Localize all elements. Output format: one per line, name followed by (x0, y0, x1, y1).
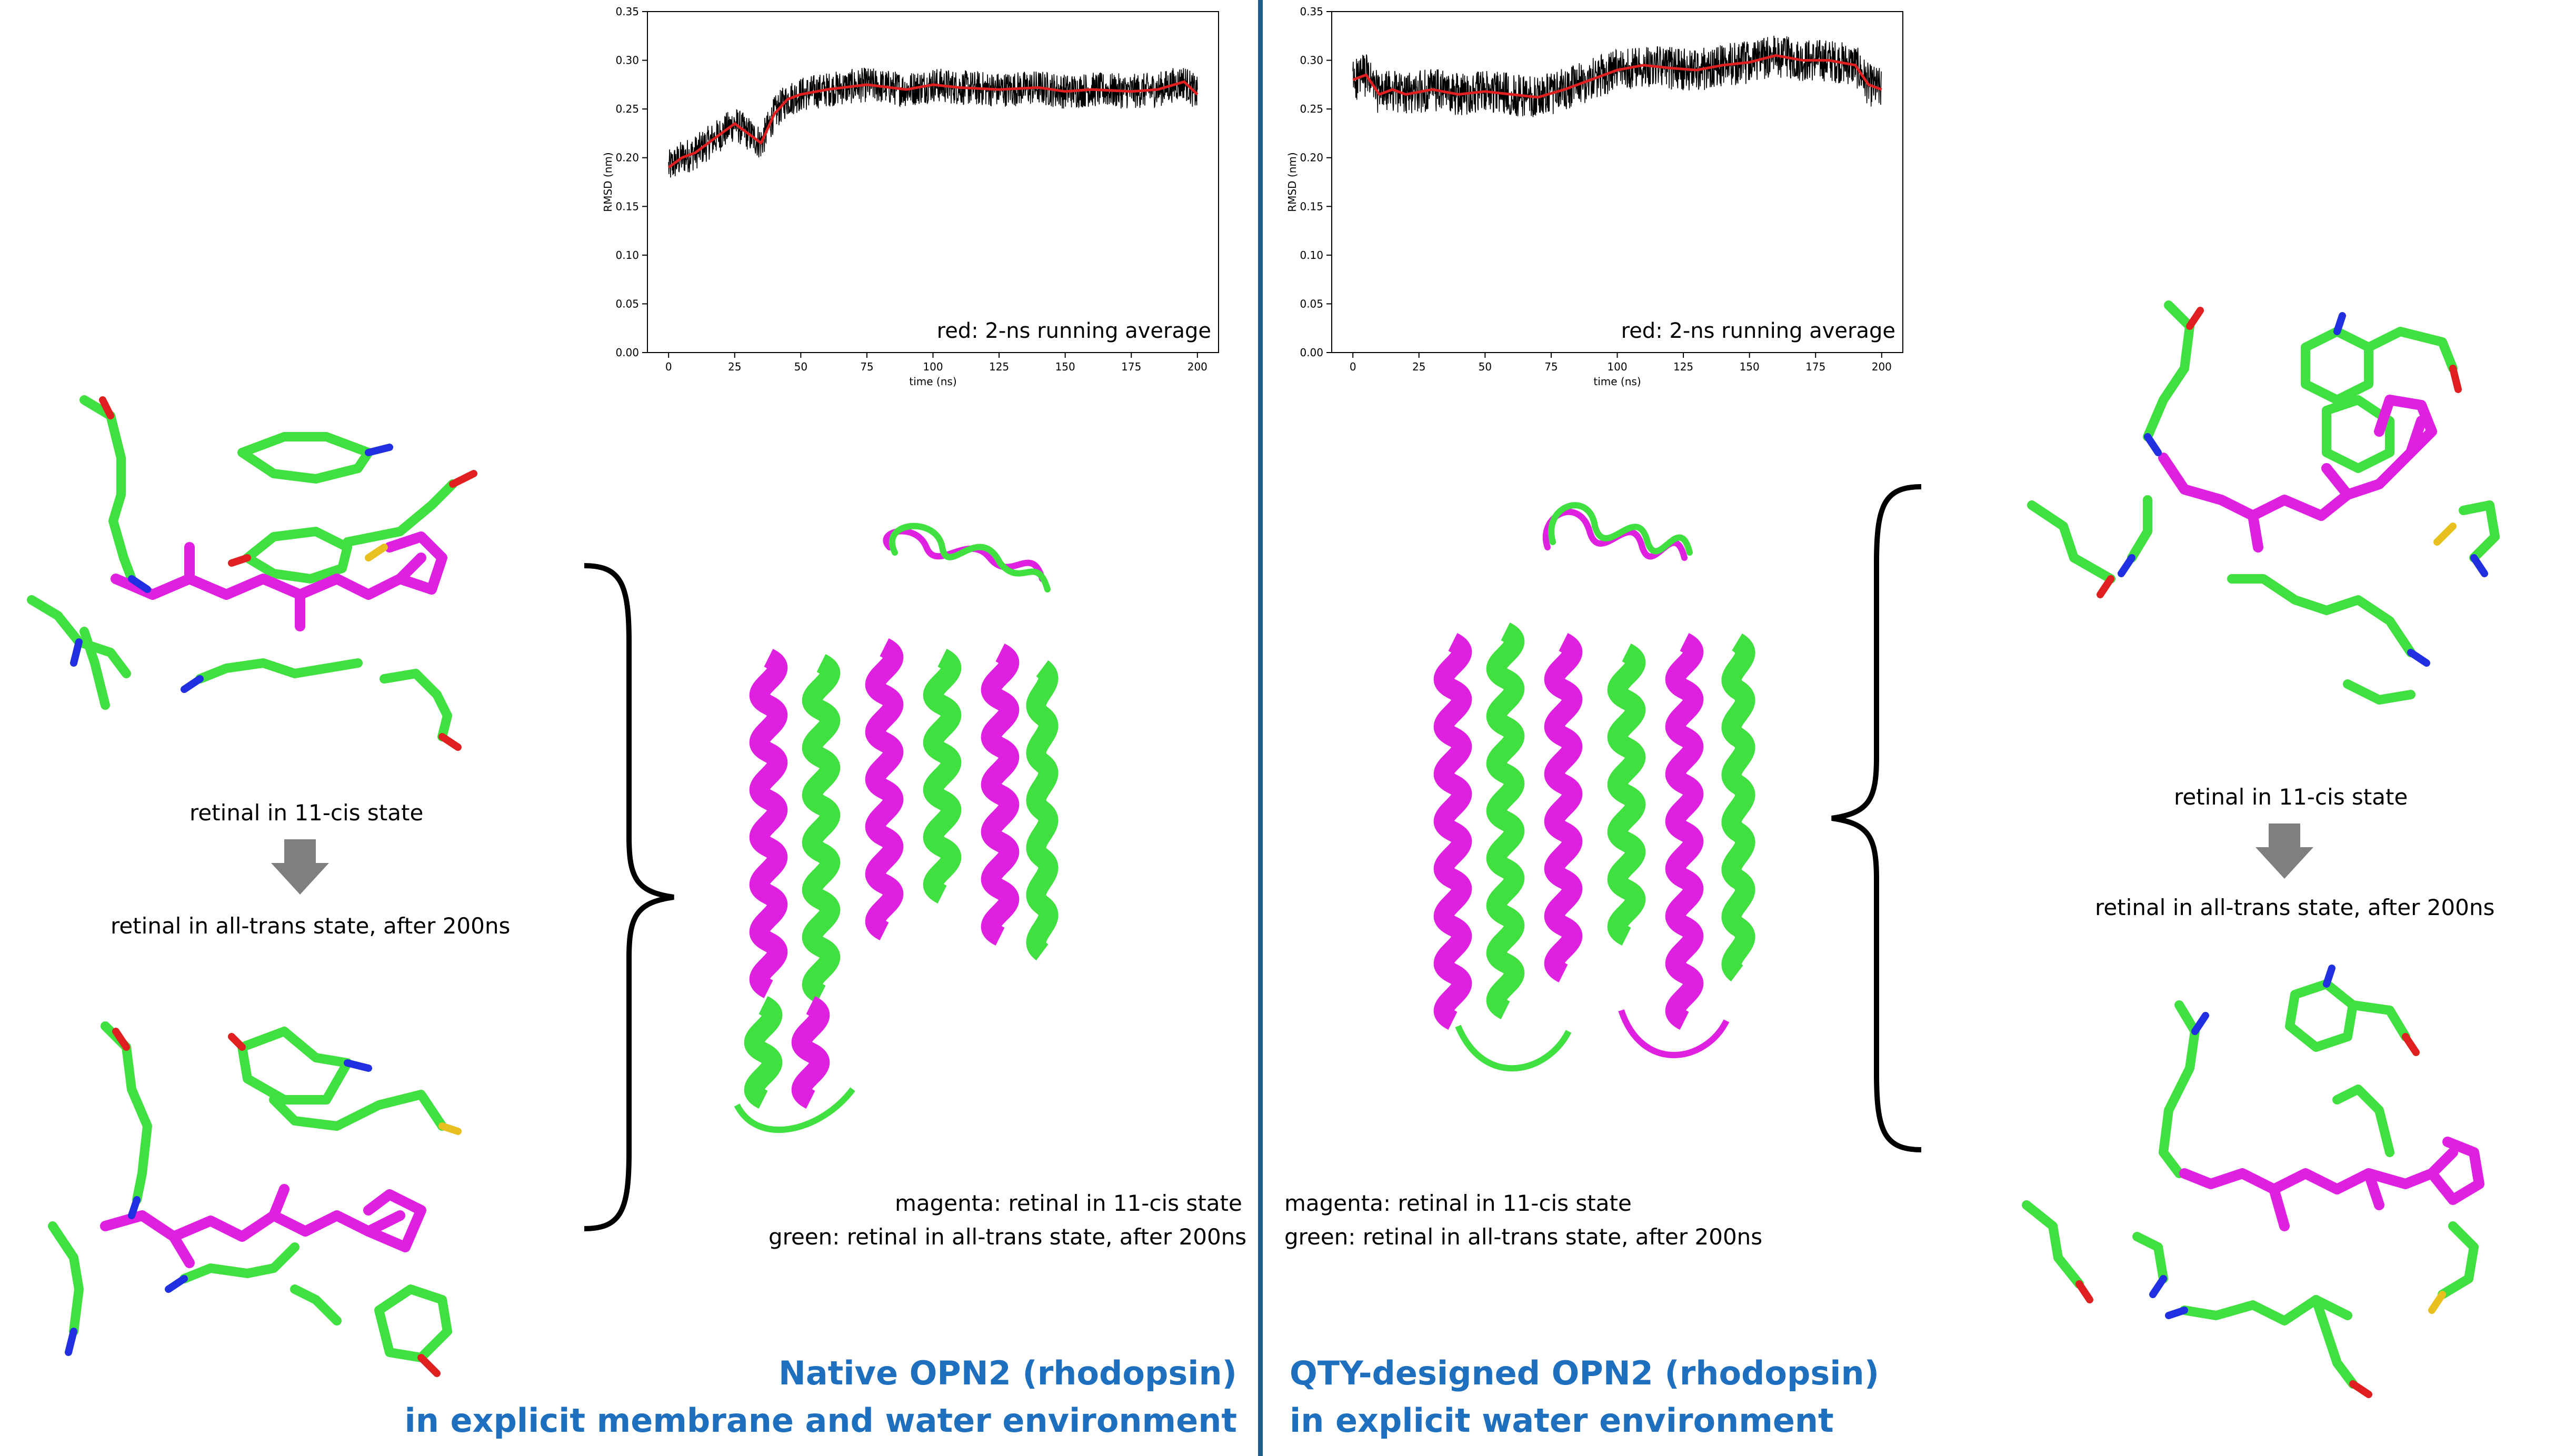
x-tick-label: 50 (1479, 360, 1492, 373)
y-tick-label: 0.30 (615, 54, 639, 67)
retinal-pocket-11cis-qty (2027, 300, 2500, 705)
y-tick-label: 0.00 (615, 346, 639, 359)
x-tick-label: 75 (860, 360, 873, 373)
x-tick-label: 150 (1740, 360, 1760, 373)
rmsd-chart-qty: 0.00 0.05 0.10 0.15 0.20 0.25 0.30 0.35 0 25 50 75 1… (1286, 5, 1903, 388)
y-tick-label: 0.30 (1300, 54, 1323, 67)
left-title-line1: Native OPN2 (rhodopsin) (778, 1354, 1237, 1392)
x-tick-label: 200 (1872, 360, 1892, 373)
panel-divider (1258, 0, 1263, 1456)
left-title-line2: in explicit membrane and water environme… (404, 1401, 1237, 1440)
right-state-before-label: retinal in 11-cis state (2174, 784, 2408, 810)
left-state-before-label: retinal in 11-cis state (189, 800, 424, 826)
y-tick-label: 0.35 (1300, 5, 1323, 18)
right-panel-title: QTY-designed OPN2 (rhodopsin) in explici… (1290, 1350, 1879, 1444)
x-tick-label: 100 (923, 360, 943, 373)
x-tick-label: 125 (1673, 360, 1693, 373)
x-tick-label: 100 (1607, 360, 1627, 373)
x-tick-label: 125 (989, 360, 1009, 373)
y-axis-label: RMSD (nm) (1286, 152, 1299, 212)
y-tick-label: 0.05 (1300, 297, 1323, 310)
y-tick-label: 0.10 (615, 249, 639, 262)
y-tick-label: 0.15 (615, 200, 639, 213)
right-legend-green: green: retinal in all-trans state, after… (1284, 1224, 1763, 1250)
left-legend-green: green: retinal in all-trans state, after… (768, 1224, 1247, 1250)
retinal-pocket-alltrans-native (48, 1021, 462, 1377)
y-tick-label: 0.10 (1300, 249, 1323, 262)
left-curly-brace (584, 563, 674, 1231)
y-tick-label: 0.20 (1300, 152, 1323, 164)
running-average-annotation: red: 2-ns running average (937, 319, 1211, 343)
running-average-annotation: red: 2-ns running average (1621, 319, 1895, 343)
x-tick-label: 175 (1121, 360, 1141, 373)
right-state-after-label: retinal in all-trans state, after 200ns (2095, 895, 2495, 920)
y-tick-label: 0.25 (1300, 103, 1323, 115)
left-state-after-label: retinal in all-trans state, after 200ns (111, 913, 511, 939)
right-legend-magenta: magenta: retinal in 11-cis state (1284, 1190, 1632, 1216)
plot-area (647, 11, 1219, 353)
x-tick-label: 150 (1055, 360, 1075, 373)
x-tick-label: 50 (794, 360, 807, 373)
rmsd-chart-native: 0.00 0.05 0.10 0.15 0.20 0.25 0.30 0.35 0 25 50 75 1… (602, 5, 1219, 388)
y-tick-label: 0.15 (1300, 200, 1323, 213)
down-arrow-icon (2255, 824, 2313, 879)
running-average-line (1352, 54, 1882, 99)
running-average-line (667, 80, 1199, 169)
right-title-line2: in explicit water environment (1290, 1401, 1834, 1440)
plot-area (1331, 11, 1903, 353)
x-tick-label: 0 (1350, 360, 1356, 373)
left-legend-magenta: magenta: retinal in 11-cis state (895, 1190, 1242, 1216)
x-tick-label: 175 (1805, 360, 1825, 373)
x-tick-label: 75 (1544, 360, 1558, 373)
y-tick-label: 0.05 (615, 297, 639, 310)
right-curly-brace (1831, 484, 1922, 1152)
x-axis-label: time (ns) (1593, 375, 1641, 388)
down-arrow-icon (271, 839, 329, 895)
retinal-pocket-alltrans-qty (2022, 965, 2484, 1398)
y-axis-label: RMSD (nm) (602, 152, 614, 212)
protein-overlay-native (734, 523, 1059, 1133)
right-title-line1: QTY-designed OPN2 (rhodopsin) (1290, 1354, 1880, 1392)
retinal-pocket-11cis-native (27, 395, 477, 751)
y-tick-label: 0.00 (1300, 346, 1323, 359)
x-tick-label: 25 (728, 360, 741, 373)
left-panel-title: Native OPN2 (rhodopsin) in explicit memb… (316, 1350, 1237, 1444)
x-tick-label: 25 (1412, 360, 1425, 373)
protein-overlay-qty (1433, 502, 1755, 1072)
y-tick-label: 0.35 (615, 5, 639, 18)
y-tick-label: 0.20 (615, 152, 639, 164)
y-tick-label: 0.25 (615, 103, 639, 115)
x-tick-label: 200 (1187, 360, 1207, 373)
x-axis-label: time (ns) (909, 375, 956, 388)
x-tick-label: 0 (665, 360, 672, 373)
rmsd-raw-trace (1352, 35, 1882, 117)
